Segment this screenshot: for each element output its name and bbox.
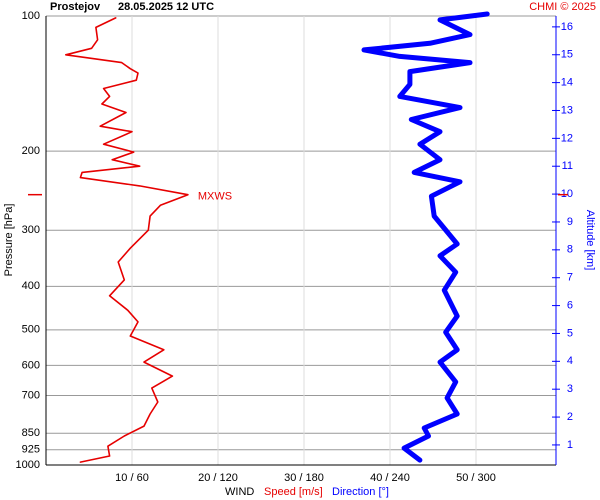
y-axis-label: Pressure [hPa] bbox=[3, 204, 15, 277]
y2-tick-label: 5 bbox=[567, 327, 573, 339]
y2-tick-label: 12 bbox=[561, 132, 573, 144]
y2-tick-label: 3 bbox=[567, 383, 573, 395]
y-tick-label: 700 bbox=[22, 389, 40, 401]
x-axis-label: WIND bbox=[225, 486, 254, 498]
y2-tick-label: 7 bbox=[567, 272, 573, 284]
y-tick-label: 500 bbox=[22, 324, 40, 336]
y2-tick-label: 15 bbox=[561, 49, 573, 61]
annotation-label: MXWS bbox=[198, 191, 232, 203]
y-tick-label: 1000 bbox=[16, 459, 40, 471]
y2-tick-label: 2 bbox=[567, 411, 573, 423]
y2-tick-label: 13 bbox=[561, 104, 573, 116]
series-line bbox=[361, 11, 490, 463]
y-tick-label: 100 bbox=[22, 10, 40, 22]
x-tick-label: 30 / 180 bbox=[284, 472, 324, 484]
y2-tick-label: 6 bbox=[567, 299, 573, 311]
legend-direction: Direction [°] bbox=[332, 486, 389, 498]
x-tick-label: 50 / 300 bbox=[456, 472, 496, 484]
x-tick-label: 20 / 120 bbox=[198, 472, 238, 484]
x-tick-label: 10 / 60 bbox=[115, 472, 149, 484]
y2-tick-label: 16 bbox=[561, 21, 573, 33]
y2-tick-label: 11 bbox=[562, 160, 573, 172]
series-line bbox=[65, 17, 189, 463]
y-tick-label: 600 bbox=[22, 359, 40, 371]
y2-tick-label: 4 bbox=[567, 355, 573, 367]
legend-speed: Speed [m/s] bbox=[264, 486, 323, 498]
y-tick-label: 400 bbox=[22, 280, 40, 292]
y-tick-label: 300 bbox=[22, 224, 40, 236]
credit: CHMI © 2025 bbox=[529, 1, 596, 13]
y2-tick-label: 1 bbox=[567, 439, 573, 451]
y-tick-label: 850 bbox=[22, 427, 40, 439]
y2-tick-label: 9 bbox=[567, 216, 573, 228]
y2-tick-label: 8 bbox=[567, 244, 573, 256]
chart-title: Prostejov bbox=[50, 1, 101, 13]
y2-axis-label: Altitude [km] bbox=[584, 210, 596, 271]
y-tick-label: 925 bbox=[22, 444, 40, 456]
chart-subtitle: 28.05.2025 12 UTC bbox=[118, 1, 214, 13]
x-tick-label: 40 / 240 bbox=[370, 472, 410, 484]
y-tick-label: 200 bbox=[22, 145, 40, 157]
y2-tick-label: 14 bbox=[561, 77, 573, 89]
